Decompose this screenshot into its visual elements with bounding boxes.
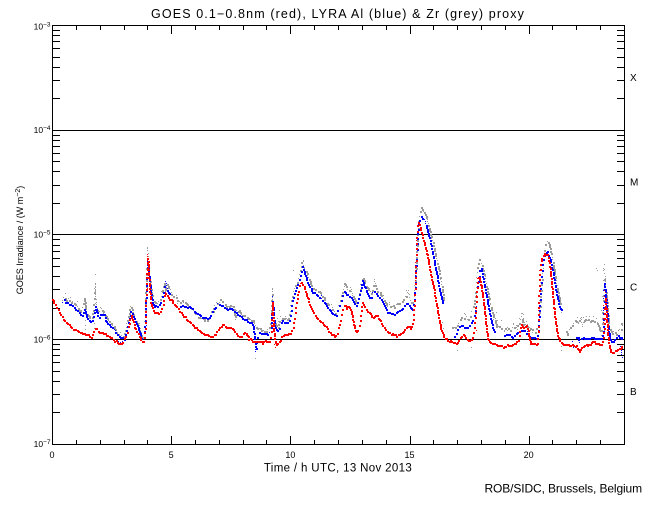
svg-text:GOES Irradiance / (W m−2): GOES Irradiance / (W m−2)	[15, 186, 25, 295]
svg-text:10: 10	[285, 450, 295, 460]
svg-text:GOES 0.1−0.8nm (red), LYRA Al: GOES 0.1−0.8nm (red), LYRA Al (blue) & Z…	[151, 7, 525, 21]
svg-text:ROB/SIDC, Brussels, Belgium: ROB/SIDC, Brussels, Belgium	[485, 482, 643, 496]
svg-text:X: X	[630, 73, 637, 84]
svg-text:10−7: 10−7	[34, 439, 51, 449]
svg-text:0: 0	[49, 450, 54, 460]
svg-text:20: 20	[524, 450, 534, 460]
svg-text:M: M	[630, 178, 638, 189]
svg-text:C: C	[630, 283, 637, 294]
svg-text:10−6: 10−6	[34, 334, 51, 344]
svg-text:10−5: 10−5	[34, 230, 51, 240]
svg-text:B: B	[630, 387, 637, 398]
svg-text:15: 15	[404, 450, 414, 460]
svg-text:Time / h UTC, 13 Nov 2013: Time / h UTC, 13 Nov 2013	[264, 463, 412, 475]
svg-text:5: 5	[169, 450, 174, 460]
svg-text:10−3: 10−3	[34, 22, 51, 32]
svg-text:10−4: 10−4	[34, 125, 51, 135]
